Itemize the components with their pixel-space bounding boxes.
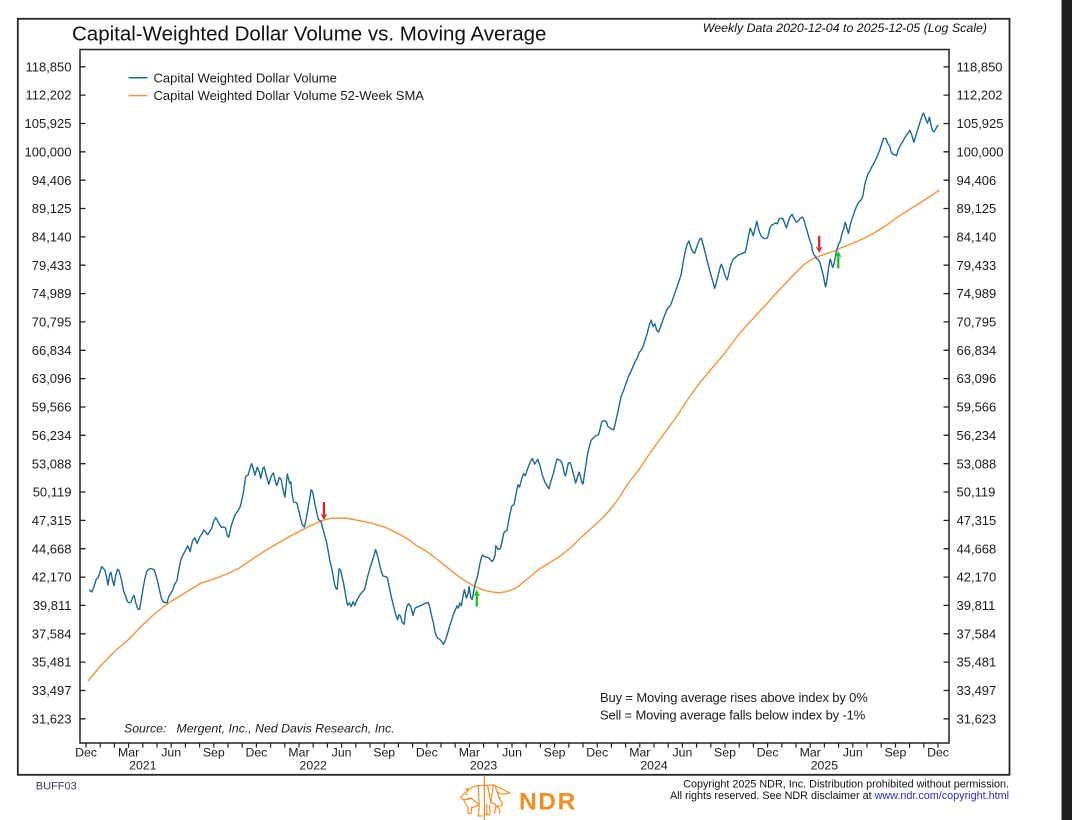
- svg-text:79,433: 79,433: [957, 258, 997, 273]
- svg-text:53,088: 53,088: [957, 456, 997, 471]
- svg-text:94,406: 94,406: [957, 173, 997, 188]
- svg-text:Capital Weighted Dollar Volume: Capital Weighted Dollar Volume 52-Week S…: [154, 88, 425, 103]
- svg-text:44,668: 44,668: [32, 541, 72, 556]
- svg-text:Mergent, Inc., Ned Davis Resea: Mergent, Inc., Ned Davis Research, Inc.: [177, 721, 395, 735]
- svg-text:Jun: Jun: [332, 746, 352, 760]
- svg-text:Mar: Mar: [800, 746, 821, 760]
- svg-text:50,119: 50,119: [33, 485, 72, 500]
- svg-text:Mar: Mar: [629, 746, 650, 760]
- svg-text:All rights reserved. See NDR d: All rights reserved. See NDR disclaimer …: [670, 790, 1009, 802]
- svg-text:112,202: 112,202: [25, 88, 71, 103]
- svg-text:Sell = Moving average falls be: Sell = Moving average falls below index …: [600, 708, 866, 723]
- svg-text:33,497: 33,497: [32, 683, 72, 698]
- svg-text:70,795: 70,795: [32, 315, 72, 330]
- svg-text:56,234: 56,234: [32, 428, 72, 443]
- svg-text:Dec: Dec: [586, 746, 608, 760]
- svg-text:Sep: Sep: [373, 746, 395, 760]
- svg-text:100,000: 100,000: [25, 144, 72, 159]
- svg-text:89,125: 89,125: [957, 201, 997, 216]
- svg-text:Jun: Jun: [161, 746, 181, 760]
- svg-text:59,566: 59,566: [957, 400, 997, 415]
- svg-text:33,497: 33,497: [957, 683, 997, 698]
- svg-text:79,433: 79,433: [32, 258, 72, 273]
- svg-text:Source:: Source:: [124, 721, 166, 735]
- svg-text:Dec: Dec: [75, 746, 97, 760]
- svg-text:Sep: Sep: [544, 746, 566, 760]
- svg-text:74,989: 74,989: [32, 286, 72, 301]
- svg-text:31,623: 31,623: [32, 711, 72, 726]
- svg-text:Copyright 2025 NDR, Inc. Distr: Copyright 2025 NDR, Inc. Distribution pr…: [683, 778, 1009, 790]
- svg-text:Capital Weighted Dollar Volume: Capital Weighted Dollar Volume: [154, 70, 337, 85]
- svg-text:66,834: 66,834: [32, 343, 72, 358]
- svg-text:Mar: Mar: [459, 746, 480, 760]
- svg-text:Sep: Sep: [203, 746, 225, 760]
- svg-text:94,406: 94,406: [32, 173, 72, 188]
- svg-text:Sep: Sep: [714, 746, 736, 760]
- svg-text:39,811: 39,811: [33, 598, 72, 613]
- svg-text:59,566: 59,566: [32, 400, 72, 415]
- svg-text:Jun: Jun: [843, 746, 863, 760]
- svg-text:Dec: Dec: [245, 746, 267, 760]
- svg-text:Buy = Moving average rises abo: Buy = Moving average rises above index b…: [600, 690, 868, 705]
- svg-text:2022: 2022: [300, 759, 328, 773]
- svg-text:118,850: 118,850: [25, 59, 71, 74]
- svg-text:44,668: 44,668: [957, 541, 997, 556]
- svg-text:BUFF03: BUFF03: [36, 781, 77, 793]
- svg-text:31,623: 31,623: [957, 711, 997, 726]
- svg-text:89,125: 89,125: [32, 201, 72, 216]
- svg-text:63,096: 63,096: [32, 371, 72, 386]
- svg-text:Weekly Data 2020-12-04 to 2025: Weekly Data 2020-12-04 to 2025-12-05 (Lo…: [703, 21, 987, 35]
- svg-text:105,925: 105,925: [957, 116, 1004, 131]
- svg-text:2021: 2021: [129, 759, 157, 773]
- svg-text:74,989: 74,989: [957, 286, 997, 301]
- svg-text:Dec: Dec: [927, 746, 949, 760]
- svg-text:100,000: 100,000: [957, 144, 1004, 159]
- svg-text:2025: 2025: [811, 759, 839, 773]
- svg-text:84,140: 84,140: [957, 230, 997, 245]
- svg-text:35,481: 35,481: [32, 655, 72, 670]
- svg-text:39,811: 39,811: [957, 598, 996, 613]
- svg-text:53,088: 53,088: [32, 456, 72, 471]
- svg-text:50,119: 50,119: [957, 485, 996, 500]
- svg-text:84,140: 84,140: [32, 230, 72, 245]
- svg-text:112,202: 112,202: [957, 88, 1003, 103]
- svg-text:Jun: Jun: [502, 746, 522, 760]
- svg-text:35,481: 35,481: [957, 655, 997, 670]
- svg-text:Capital-Weighted Dollar Volume: Capital-Weighted Dollar Volume vs. Movin…: [72, 23, 546, 46]
- svg-text:Sep: Sep: [884, 746, 906, 760]
- svg-text:42,170: 42,170: [957, 570, 997, 585]
- svg-text:Dec: Dec: [757, 746, 779, 760]
- svg-text:NDR: NDR: [519, 789, 577, 816]
- svg-text:42,170: 42,170: [32, 570, 72, 585]
- svg-text:Mar: Mar: [288, 746, 309, 760]
- svg-text:66,834: 66,834: [957, 343, 997, 358]
- svg-text:105,925: 105,925: [25, 116, 72, 131]
- svg-text:2023: 2023: [470, 759, 498, 773]
- svg-text:47,315: 47,315: [957, 513, 997, 528]
- svg-text:2024: 2024: [640, 759, 668, 773]
- svg-text:Jun: Jun: [672, 746, 692, 760]
- svg-text:63,096: 63,096: [957, 371, 997, 386]
- svg-text:Mar: Mar: [118, 746, 139, 760]
- svg-text:Dec: Dec: [416, 746, 438, 760]
- svg-text:47,315: 47,315: [32, 513, 72, 528]
- svg-text:118,850: 118,850: [957, 59, 1003, 74]
- svg-text:37,584: 37,584: [32, 626, 72, 641]
- svg-text:56,234: 56,234: [957, 428, 997, 443]
- svg-text:70,795: 70,795: [957, 315, 997, 330]
- svg-text:37,584: 37,584: [957, 626, 997, 641]
